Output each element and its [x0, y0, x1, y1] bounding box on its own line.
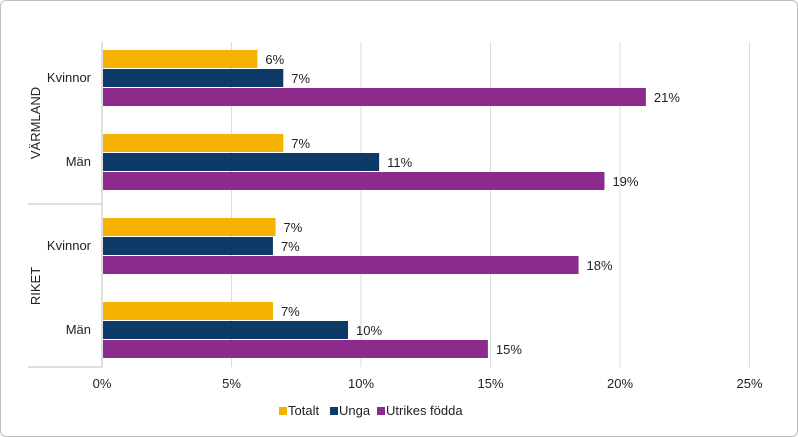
data-label: 15%: [496, 342, 522, 357]
bar: [103, 88, 646, 106]
category-label: Män: [66, 322, 91, 337]
data-label: 6%: [265, 52, 284, 67]
bar: [103, 153, 380, 171]
legend-swatch: [377, 407, 385, 415]
x-tick-label: 10%: [348, 376, 374, 391]
bar: [103, 134, 284, 152]
data-label: 18%: [587, 258, 613, 273]
bar: [103, 302, 273, 320]
legend-swatch: [279, 407, 287, 415]
legend-swatch: [330, 407, 338, 415]
data-label: 21%: [654, 90, 680, 105]
legend-label: Unga: [339, 403, 371, 418]
bar: [103, 256, 579, 274]
bars: [103, 50, 646, 358]
category-label: Kvinnor: [47, 70, 92, 85]
category-label: Kvinnor: [47, 238, 92, 253]
bar: [103, 172, 605, 190]
legend: Totalt Unga Utrikes födda: [279, 403, 463, 418]
bar: [103, 340, 488, 358]
data-label: 7%: [284, 220, 303, 235]
category-labels: VÄRMLAND Kvinnor Män RIKET Kvinnor Män: [28, 70, 92, 337]
bar: [103, 237, 273, 255]
x-tick-label: 15%: [477, 376, 503, 391]
bar: [103, 50, 258, 68]
bar: [103, 321, 349, 339]
x-tick-label: 0%: [93, 376, 112, 391]
data-label: 7%: [291, 71, 310, 86]
data-label: 7%: [281, 304, 300, 319]
x-tick-label: 25%: [736, 376, 762, 391]
legend-label: Totalt: [288, 403, 319, 418]
bar: [103, 69, 284, 87]
bar: [103, 218, 276, 236]
x-tick-label: 20%: [607, 376, 633, 391]
x-tick-label: 5%: [222, 376, 241, 391]
data-label: 7%: [291, 136, 310, 151]
x-tick-labels: 0% 5% 10% 15% 20% 25%: [93, 376, 763, 391]
axes: [28, 42, 103, 368]
data-labels: 6% 7% 21% 7% 11% 19% 7% 7% 18% 7% 10% 15%: [265, 52, 680, 357]
group-label: RIKET: [28, 267, 43, 305]
category-label: Män: [66, 154, 91, 169]
legend-label: Utrikes födda: [386, 403, 463, 418]
data-label: 19%: [612, 174, 638, 189]
group-label: VÄRMLAND: [28, 87, 43, 159]
data-label: 11%: [387, 155, 412, 170]
data-label: 7%: [281, 239, 300, 254]
data-label: 10%: [356, 323, 382, 338]
